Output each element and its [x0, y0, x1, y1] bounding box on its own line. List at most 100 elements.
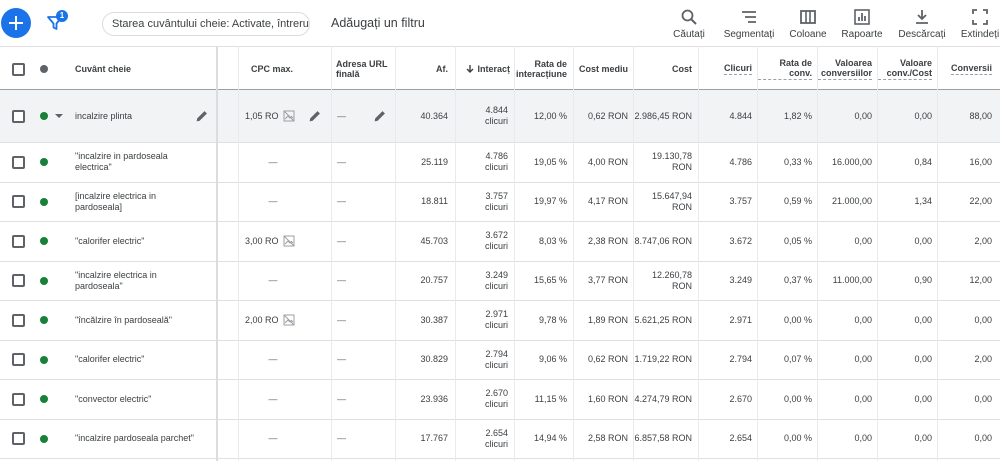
header-avg-cost[interactable]: Cost mediu	[578, 64, 628, 74]
row-checkbox-cell[interactable]	[0, 143, 36, 182]
add-filter-button[interactable]: Adăugați un filtru	[331, 16, 425, 30]
keyword-text[interactable]: [incalzire electrica in pardoseala]	[75, 190, 157, 212]
table-row[interactable]: "calorifer electric" 3,00 RO — 45.703 3.…	[0, 222, 1000, 262]
enabled-status-dot-icon[interactable]	[40, 112, 48, 120]
keyword-cell[interactable]: "incalzire electrica in pardoseala"	[71, 262, 211, 301]
enabled-status-dot-icon[interactable]	[40, 158, 48, 167]
header-cost[interactable]: Cost	[672, 64, 692, 74]
status-cell[interactable]	[36, 420, 52, 459]
row-checkbox[interactable]	[11, 432, 25, 446]
header-cpc[interactable]: CPC max.	[250, 64, 294, 74]
enabled-status-dot-icon[interactable]	[40, 197, 48, 206]
row-checkbox[interactable]	[11, 234, 25, 248]
row-checkbox-cell[interactable]	[0, 262, 36, 301]
status-cell[interactable]	[36, 262, 52, 301]
keyword-text[interactable]: incalzire plinta	[75, 110, 133, 121]
row-checkbox-cell[interactable]	[0, 380, 36, 419]
table-row[interactable]: "incalzire in pardoseala electrica" — — …	[0, 143, 1000, 183]
segment-button[interactable]: Segmentați	[717, 8, 781, 40]
row-checkbox-cell[interactable]	[0, 222, 36, 261]
keyword-cell[interactable]: [incalzire electrica in pardoseala]	[71, 183, 211, 222]
keyword-text[interactable]: "încălzire în pardoseală"	[75, 314, 172, 325]
edit-keyword-button[interactable]	[192, 90, 212, 142]
row-checkbox[interactable]	[11, 313, 25, 327]
expand-button[interactable]: Extindeți	[948, 8, 1000, 40]
header-keyword[interactable]: Cuvânt cheie	[75, 64, 132, 74]
status-cell[interactable]	[36, 143, 52, 182]
row-checkbox-cell[interactable]	[0, 301, 36, 340]
enabled-status-dot-icon[interactable]	[40, 276, 48, 285]
select-all-checkbox-cell[interactable]	[0, 47, 36, 91]
table-row[interactable]: "calorifer electric" — — 30.829 2.794 cli…	[0, 341, 1000, 380]
keyword-text[interactable]: "incalzire pardoseala parchet"	[75, 433, 194, 444]
edit-pencil-icon[interactable]	[196, 110, 208, 122]
edit-pencil-icon[interactable]	[309, 110, 321, 122]
row-checkbox[interactable]	[11, 155, 25, 169]
keyword-text[interactable]: "incalzire in pardoseala electrica"	[75, 151, 168, 173]
keyword-text[interactable]: "convector electric"	[75, 393, 152, 404]
select-all-checkbox[interactable]	[11, 62, 25, 76]
row-checkbox[interactable]	[11, 195, 25, 209]
keyword-cell[interactable]: incalzire plinta	[71, 90, 211, 142]
header-final-url[interactable]: Adresa URL finală	[336, 59, 388, 79]
table-row[interactable]: "încălzire în pardoseală" 2,00 RO — 30.3…	[0, 301, 1000, 341]
cpc-cell[interactable]: —	[241, 420, 305, 459]
keyword-cell[interactable]: "calorifer electric"	[71, 341, 211, 380]
row-checkbox-cell[interactable]	[0, 90, 36, 142]
keyword-cell[interactable]: "incalzire in pardoseala electrica"	[71, 143, 211, 182]
table-row[interactable]: "incalzire pardoseala parchet" — — 17.76…	[0, 420, 1000, 459]
cpc-cell[interactable]: —	[241, 143, 305, 182]
cpc-cell[interactable]: 1,05 RO	[241, 90, 305, 142]
keyword-text[interactable]: "calorifer electric"	[75, 354, 145, 365]
cpc-cell[interactable]: —	[241, 183, 305, 222]
header-interaction-rate[interactable]: Rata de interacțiune	[515, 59, 567, 79]
status-cell[interactable]	[36, 341, 52, 380]
table-row[interactable]: incalzire plinta 1,05 RO — 40.364 4.844 c…	[0, 90, 1000, 143]
cpc-cell[interactable]: —	[241, 380, 305, 419]
reports-button[interactable]: Rapoarte	[830, 8, 894, 40]
edit-cpc-button[interactable]	[305, 90, 325, 142]
header-clicks[interactable]: Clicuri	[698, 47, 758, 91]
status-cell[interactable]	[36, 90, 52, 142]
search-button[interactable]: Căutați	[657, 8, 721, 40]
header-conv-value[interactable]: Valoarea conversiilor	[818, 47, 878, 91]
status-dropdown[interactable]	[50, 90, 63, 142]
edit-url-button[interactable]	[370, 90, 390, 142]
keyword-cell[interactable]: "convector electric"	[71, 380, 211, 419]
enabled-status-dot-icon[interactable]	[40, 395, 48, 404]
status-cell[interactable]	[36, 301, 52, 340]
keyword-text[interactable]: "calorifer electric"	[75, 235, 145, 246]
header-interactions[interactable]: Interacț	[456, 47, 514, 91]
header-value-per-cost[interactable]: Valoare conv./Cost	[878, 47, 938, 91]
enabled-status-dot-icon[interactable]	[40, 237, 48, 246]
enabled-status-dot-icon[interactable]	[40, 355, 48, 364]
status-cell[interactable]	[36, 380, 52, 419]
columns-button[interactable]: Coloane	[776, 8, 840, 40]
enabled-status-dot-icon[interactable]	[40, 434, 48, 443]
table-row[interactable]: "convector electric" — — 23.936 2.670 cli…	[0, 380, 1000, 420]
table-row[interactable]: "incalzire electrica in pardoseala" — — …	[0, 262, 1000, 301]
status-cell[interactable]	[36, 222, 52, 261]
row-checkbox-cell[interactable]	[0, 341, 36, 380]
status-cell[interactable]	[36, 183, 52, 222]
row-checkbox-cell[interactable]	[0, 183, 36, 222]
row-checkbox[interactable]	[11, 109, 25, 123]
cpc-cell[interactable]: —	[241, 341, 305, 380]
header-impressions[interactable]: Af.	[436, 64, 448, 74]
add-button[interactable]	[1, 8, 31, 38]
row-checkbox[interactable]	[11, 392, 25, 406]
keyword-cell[interactable]: "încălzire în pardoseală"	[71, 301, 211, 340]
keyword-text[interactable]: "incalzire electrica in pardoseala"	[75, 269, 157, 291]
header-conv-rate[interactable]: Rata de conv.	[758, 47, 818, 91]
row-checkbox-cell[interactable]	[0, 420, 36, 459]
cpc-cell[interactable]: 3,00 RO	[241, 222, 305, 261]
keyword-cell[interactable]: "incalzire pardoseala parchet"	[71, 420, 211, 459]
download-button[interactable]: Descărcați	[890, 8, 954, 40]
cpc-cell[interactable]: 2,00 RO	[241, 301, 305, 340]
cpc-cell[interactable]: —	[241, 262, 305, 301]
row-checkbox[interactable]	[11, 353, 25, 367]
status-filter-chip[interactable]: Starea cuvântului cheie: Activate, între…	[102, 12, 310, 36]
header-conversions[interactable]: Conversii	[938, 47, 998, 91]
table-row[interactable]: [incalzire electrica in pardoseala] — — …	[0, 183, 1000, 222]
keyword-cell[interactable]: "calorifer electric"	[71, 222, 211, 261]
